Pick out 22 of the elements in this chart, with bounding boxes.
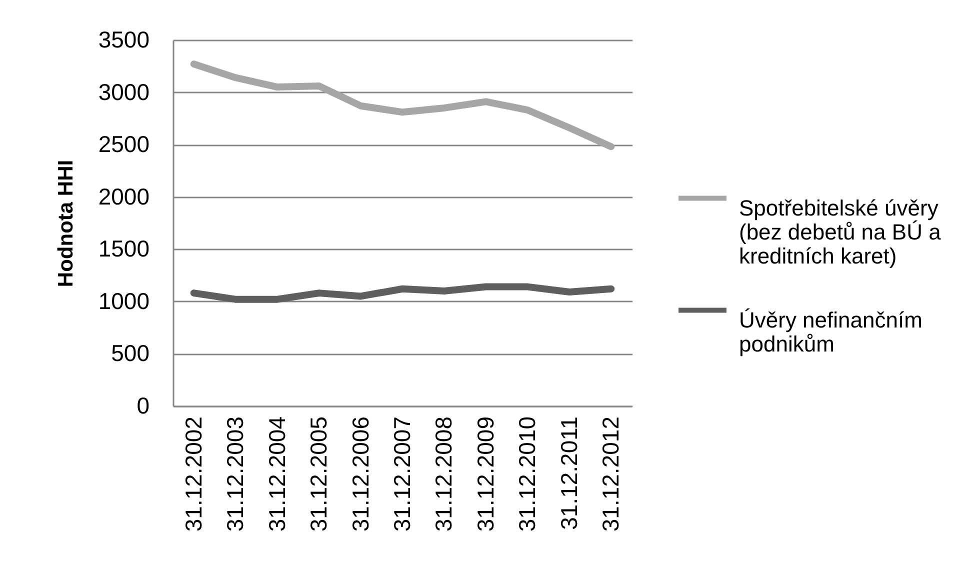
x-tick-label: 31.12.2011: [556, 416, 582, 530]
x-tick-label: 31.12.2003: [222, 416, 248, 532]
y-tick-label: 2000: [98, 183, 150, 210]
legend-label: Úvěry nefinančním podnikům: [739, 307, 922, 356]
y-tick-label: 500: [111, 340, 150, 366]
y-tick-label: 1500: [98, 236, 150, 262]
x-tick-label: 31.12.2007: [389, 416, 415, 532]
x-tick-label: 31.12.2006: [347, 416, 374, 532]
y-axis-title: Hodnota HHI: [54, 160, 78, 288]
legend-label: Spotřebitelské úvěry (bez debetů na BÚ a kreditních karet): [739, 195, 942, 268]
y-tick-label: 0: [136, 392, 150, 418]
x-tick-label: 31.12.2002: [180, 416, 206, 532]
x-tick-label: 31.12.2004: [264, 416, 290, 532]
x-tick-label: 31.12.2010: [514, 416, 540, 532]
x-tick-label: 31.12.2009: [472, 416, 498, 532]
y-tick-label: 3000: [98, 78, 150, 105]
x-tick-label: 31.12.2012: [598, 416, 624, 532]
y-tick-label: 3500: [98, 26, 150, 52]
x-tick-label: 31.12.2005: [306, 416, 332, 532]
y-tick-label: 2500: [98, 131, 150, 158]
y-tick-label: 1000: [98, 288, 150, 314]
x-tick-label: 31.12.2008: [430, 416, 457, 532]
